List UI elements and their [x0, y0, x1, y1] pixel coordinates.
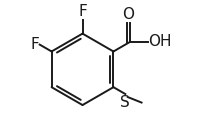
- Text: F: F: [78, 4, 87, 19]
- Text: OH: OH: [148, 34, 172, 49]
- Text: S: S: [120, 95, 130, 110]
- Text: O: O: [123, 7, 135, 22]
- Text: F: F: [30, 37, 39, 52]
